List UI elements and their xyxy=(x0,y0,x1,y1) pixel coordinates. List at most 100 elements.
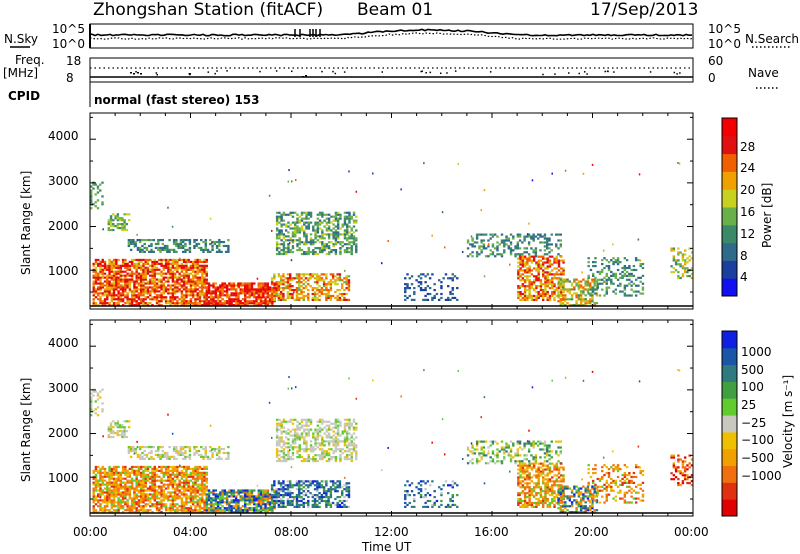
power-cell xyxy=(99,292,102,295)
power-cell xyxy=(286,296,290,300)
velocity-cell xyxy=(187,475,190,478)
power-cell xyxy=(180,302,184,305)
power-cell xyxy=(167,284,170,287)
velocity-cell xyxy=(115,489,118,492)
power-cell xyxy=(253,296,256,299)
power-cell xyxy=(101,258,104,262)
power-cell xyxy=(171,276,175,279)
power-cell xyxy=(294,235,297,238)
power-cell xyxy=(480,249,483,252)
power-cell xyxy=(225,292,229,295)
power-cell xyxy=(630,284,633,287)
power-cell xyxy=(228,294,231,297)
velocity-cell xyxy=(146,511,150,514)
power-cell xyxy=(221,298,224,301)
velocity-cell xyxy=(112,465,116,469)
power-cell xyxy=(185,268,188,271)
power-cell xyxy=(176,300,179,303)
power-cell xyxy=(566,290,569,293)
power-cell xyxy=(321,211,324,214)
velocity-cell xyxy=(121,505,125,508)
power-cell xyxy=(484,233,488,236)
velocity-cell xyxy=(112,469,116,472)
power-cell xyxy=(321,243,324,246)
velocity-cell xyxy=(110,493,114,496)
power-cell xyxy=(309,250,313,254)
velocity-cell xyxy=(171,465,175,469)
velocity-cell xyxy=(298,456,301,459)
power-cell xyxy=(548,283,552,286)
velocity-cell xyxy=(198,485,202,488)
power-cell xyxy=(314,223,317,226)
power-cell xyxy=(530,255,534,258)
velocity-cell xyxy=(203,501,206,504)
power-cell xyxy=(334,249,338,252)
power-cell xyxy=(535,285,538,288)
power-cell xyxy=(677,274,680,278)
velocity-cell xyxy=(97,469,100,472)
velocity-cell xyxy=(198,473,202,476)
velocity-cell xyxy=(101,471,104,474)
power-cell xyxy=(124,262,127,265)
power-cell xyxy=(471,243,474,246)
freq-dot xyxy=(137,72,139,74)
power-cell xyxy=(591,290,595,293)
power-cell xyxy=(250,302,254,305)
velocity-cell xyxy=(212,499,215,502)
power-cell xyxy=(278,229,281,232)
power-cell xyxy=(92,288,95,291)
power-cell xyxy=(167,288,170,291)
velocity-cell xyxy=(119,493,123,496)
power-cell xyxy=(612,243,614,246)
power-cell xyxy=(228,288,231,291)
power-cell xyxy=(341,223,344,226)
power-cell xyxy=(277,296,281,300)
velocity-cell xyxy=(262,495,265,498)
power-cell xyxy=(453,296,457,300)
velocity-cell xyxy=(192,481,195,484)
power-cell xyxy=(564,300,567,303)
power-cell xyxy=(573,292,576,295)
power-cell xyxy=(244,282,247,285)
power-cell xyxy=(164,286,168,289)
power-cell xyxy=(268,296,272,299)
velocity-cell xyxy=(176,507,179,510)
power-cell xyxy=(169,292,172,295)
velocity-cell xyxy=(244,507,247,510)
power-cell xyxy=(127,244,131,248)
power-cell xyxy=(158,290,161,293)
power-cell xyxy=(268,286,272,289)
velocity-cell xyxy=(178,489,181,492)
power-cell xyxy=(496,241,499,244)
power-cell xyxy=(575,302,578,305)
power-cell xyxy=(619,290,622,293)
power-cell xyxy=(551,283,554,286)
power-cell xyxy=(127,213,131,216)
velocity-cell xyxy=(121,497,125,500)
velocity-cell xyxy=(163,453,167,457)
velocity-cell xyxy=(107,426,110,429)
power-cell xyxy=(234,294,238,297)
power-cell xyxy=(255,302,258,305)
velocity-cell xyxy=(327,457,331,461)
freq-dot xyxy=(155,72,158,74)
power-cell xyxy=(146,304,150,307)
power-cell xyxy=(194,298,197,301)
power-cell xyxy=(327,237,331,240)
power-cell xyxy=(447,298,450,301)
velocity-cell xyxy=(273,489,276,492)
velocity-cell xyxy=(108,477,111,480)
power-cell xyxy=(193,240,196,244)
power-cell xyxy=(198,290,202,293)
power-cell xyxy=(106,264,109,267)
power-cell xyxy=(133,290,136,293)
velocity-cell xyxy=(284,454,288,457)
power-cell xyxy=(551,279,554,282)
velocity-cell xyxy=(99,469,102,472)
velocity-cell xyxy=(126,509,129,512)
power-cell xyxy=(296,243,299,246)
power-cell xyxy=(180,274,184,277)
power-cell xyxy=(121,226,124,230)
velocity-cell xyxy=(205,495,208,498)
freq-dot xyxy=(425,71,427,74)
